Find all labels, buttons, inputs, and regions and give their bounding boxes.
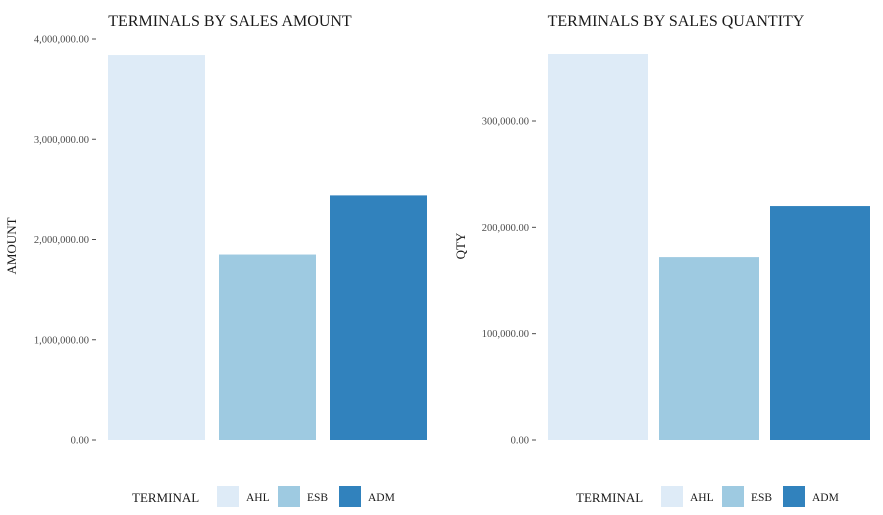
legend-key-adm [339, 486, 361, 507]
legend-label-ahl: AHL [246, 492, 270, 504]
legend-key-adm [783, 486, 805, 507]
bar-adm [770, 206, 870, 440]
y-axis-ticks: 0.00 1,000,000.00 2,000,000.00 3,000,000.00… [34, 35, 96, 447]
y-tick-label: 0.00 [511, 436, 529, 447]
legend-key-ahl [217, 486, 239, 507]
legend-items: AHL ESB ADM [661, 486, 839, 507]
legend-label-ahl: AHL [690, 492, 714, 504]
y-tick-label: 0.00 [71, 436, 89, 447]
chart-sales-amount: TERMINALS BY SALES AMOUNT AMOUNT 0.00 1,0… [4, 13, 427, 507]
y-tick-label: 100,000.00 [482, 329, 529, 340]
bars [108, 55, 427, 440]
bar-esb [659, 257, 759, 440]
legend-label-adm: ADM [812, 492, 839, 504]
legend-key-esb [278, 486, 300, 507]
legend: TERMINAL AHL ESB ADM [132, 486, 395, 507]
chart-title: TERMINALS BY SALES AMOUNT [108, 13, 352, 30]
y-tick-label: 200,000.00 [482, 223, 529, 234]
bars [548, 54, 870, 440]
legend-label-esb: ESB [307, 492, 328, 504]
legend-key-esb [722, 486, 744, 507]
y-axis-ticks: 0.00 100,000.00 200,000.00 300,000.00 [482, 116, 536, 447]
bar-ahl [108, 55, 205, 440]
legend-items: AHL ESB ADM [217, 486, 395, 507]
y-tick-label: 4,000,000.00 [34, 35, 89, 46]
bar-adm [330, 195, 427, 440]
bar-esb [219, 254, 316, 440]
y-tick-label: 300,000.00 [482, 116, 529, 127]
legend-title: TERMINAL [576, 490, 643, 505]
bar-ahl [548, 54, 648, 440]
legend-label-esb: ESB [751, 492, 772, 504]
legend-label-adm: ADM [368, 492, 395, 504]
y-tick-label: 2,000,000.00 [34, 235, 89, 246]
y-tick-label: 1,000,000.00 [34, 335, 89, 346]
legend: TERMINAL AHL ESB ADM [576, 486, 839, 507]
y-tick-label: 3,000,000.00 [34, 135, 89, 146]
legend-title: TERMINAL [132, 490, 199, 505]
y-axis-label: AMOUNT [4, 217, 19, 274]
chart-title: TERMINALS BY SALES QUANTITY [548, 13, 805, 30]
chart-sales-quantity: TERMINALS BY SALES QUANTITY QTY 0.00 100,… [453, 13, 870, 507]
legend-key-ahl [661, 486, 683, 507]
y-axis-label: QTY [453, 232, 468, 259]
